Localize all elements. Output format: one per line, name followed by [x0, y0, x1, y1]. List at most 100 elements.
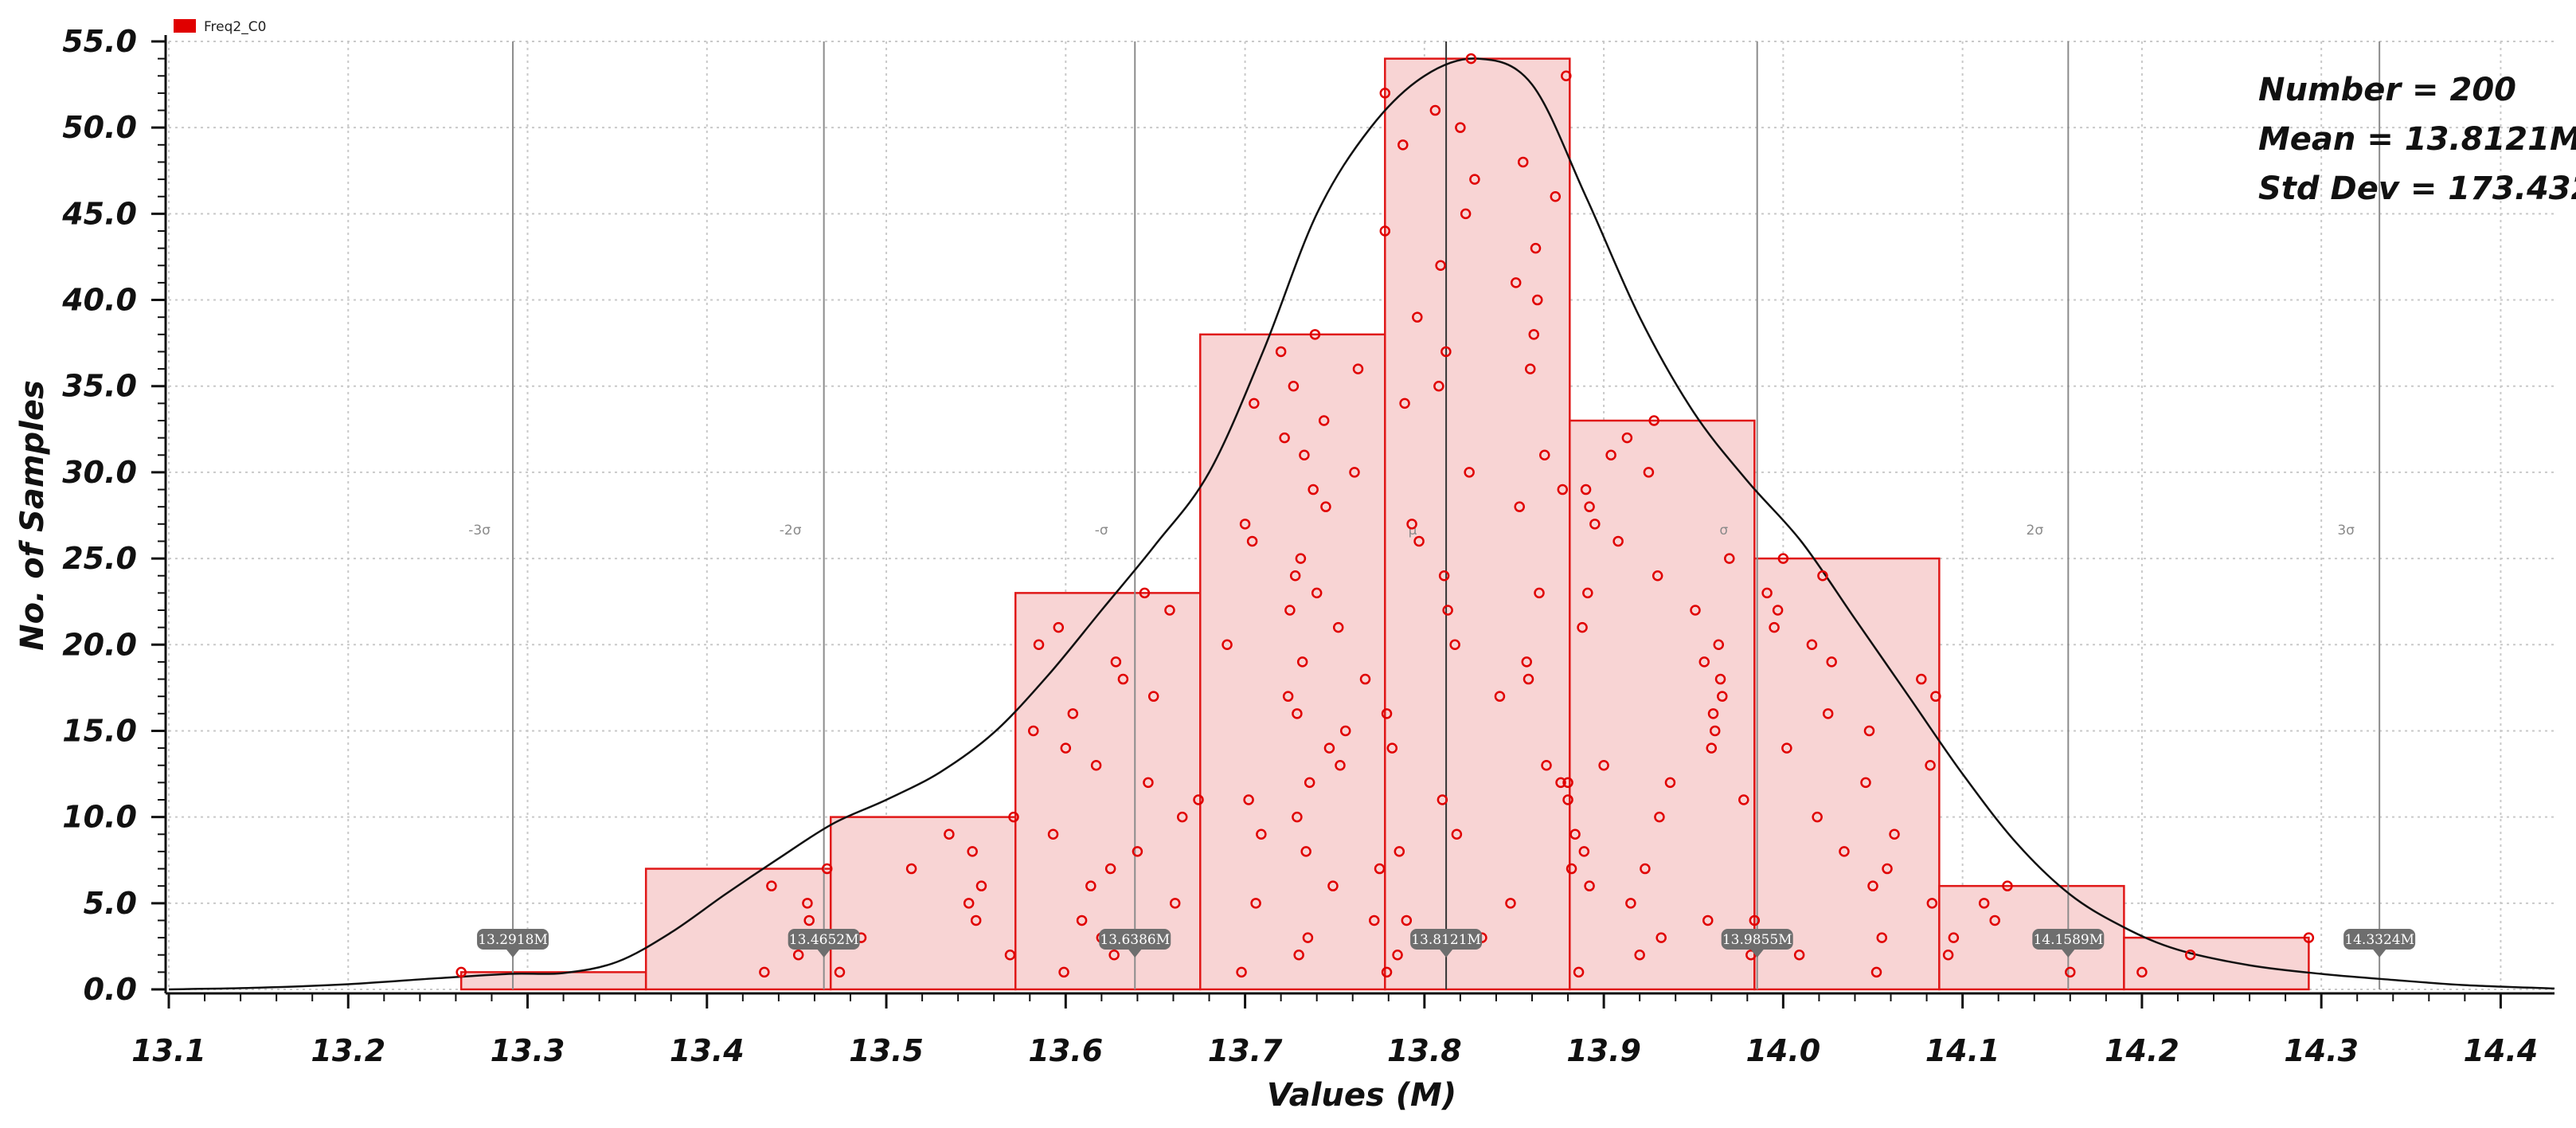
histogram-bar — [1569, 419, 1756, 991]
sample-point — [1710, 725, 1721, 737]
sample-point — [905, 863, 917, 875]
sample-point — [1521, 656, 1532, 668]
sigma-marker-pointer — [1440, 950, 1453, 958]
sample-point — [1561, 70, 1572, 82]
sample-point — [1108, 949, 1120, 961]
sample-point — [1327, 880, 1339, 891]
sample-point — [1412, 311, 1423, 323]
sample-point — [1413, 535, 1425, 547]
stats-line: Mean = 13.8121M — [2258, 121, 2576, 158]
histogram-bar — [1014, 592, 1202, 991]
sample-point — [1634, 949, 1645, 961]
sample-point — [1777, 553, 1789, 564]
sample-point — [1772, 605, 1784, 616]
sample-point — [1193, 794, 1204, 805]
sample-point — [1076, 915, 1088, 926]
legend-swatch — [174, 19, 196, 33]
sample-point — [1577, 621, 1588, 633]
sample-point — [1863, 725, 1875, 737]
sample-point — [1761, 587, 1773, 599]
x-tick-label: 14.3 — [2284, 1033, 2359, 1068]
sample-point — [1318, 415, 1330, 426]
sample-point — [2002, 880, 2013, 891]
sample-point — [2065, 966, 2076, 978]
sample-point — [1284, 605, 1296, 616]
sample-point — [1090, 759, 1102, 771]
sample-point — [1379, 225, 1391, 237]
sample-point — [1948, 932, 1960, 943]
sigma-marker: 14.1589M — [2032, 929, 2105, 958]
histogram-bar — [2123, 936, 2310, 991]
sample-point — [1876, 932, 1888, 943]
sigma-marker-bg — [2032, 929, 2105, 950]
sample-point — [1867, 880, 1878, 891]
sigma-marker-label: 13.8121M — [1411, 932, 1481, 948]
sample-point — [1442, 605, 1453, 616]
sigma-marker-bg — [788, 929, 860, 950]
x-tick-label: 14.4 — [2464, 1033, 2539, 1068]
sample-point — [1033, 639, 1045, 651]
x-tick-label: 13.6 — [1028, 1033, 1103, 1068]
sample-point — [1008, 811, 1019, 823]
sigma-label: -3σ — [468, 523, 491, 539]
sigma-marker-bg — [2343, 929, 2416, 950]
sample-point — [1292, 811, 1303, 823]
sample-point — [1839, 846, 1850, 857]
x-tick-label: 14.0 — [1745, 1033, 1820, 1068]
sample-point — [1706, 742, 1718, 754]
sample-point — [1394, 846, 1405, 857]
sample-point — [1176, 811, 1188, 823]
sample-point — [1621, 432, 1633, 444]
sample-point — [1584, 501, 1595, 512]
x-tick-label: 13.4 — [670, 1033, 745, 1068]
sample-point — [970, 915, 982, 926]
sample-point — [1386, 742, 1398, 754]
sample-point — [1465, 53, 1477, 65]
y-axis-title: No. of Samples — [14, 380, 51, 651]
sample-point — [1664, 777, 1676, 789]
sample-point — [1139, 587, 1151, 599]
sample-point — [1562, 777, 1573, 789]
sample-point — [1295, 553, 1307, 564]
sample-point — [1435, 260, 1446, 272]
sample-point — [1433, 380, 1444, 392]
sample-point — [1648, 415, 1659, 426]
sample-point — [1926, 898, 1938, 909]
sample-point — [1655, 932, 1667, 943]
sample-point — [1524, 363, 1536, 374]
y-tick-label: 0.0 — [84, 972, 137, 1007]
sample-point — [455, 966, 467, 978]
sample-point — [1582, 587, 1593, 599]
y-tick-label: 55.0 — [62, 24, 137, 59]
sample-point — [1532, 294, 1543, 306]
sample-point — [1514, 501, 1525, 512]
y-tick-label: 20.0 — [62, 627, 137, 662]
sample-point — [1550, 190, 1562, 202]
axes: 13.1 13.2 13.3 13.4 13.5 13.6 13.7 13.8 13.9 14.0… — [14, 24, 2555, 1114]
sample-point — [1517, 156, 1529, 168]
sample-point — [1339, 725, 1351, 737]
sample-point — [1889, 828, 1900, 840]
sample-point — [1451, 828, 1463, 840]
sample-point — [1296, 656, 1308, 668]
sample-point — [1523, 673, 1534, 685]
sample-point — [1282, 691, 1294, 702]
sample-point — [1053, 621, 1065, 633]
histogram-bar — [1199, 333, 1386, 991]
y-tick-label: 5.0 — [84, 886, 137, 921]
sample-point — [1822, 708, 1834, 719]
y-tick-label: 15.0 — [62, 713, 137, 748]
sample-point — [1397, 139, 1409, 151]
sigma-marker-label: 13.6386M — [1100, 932, 1170, 948]
sample-point — [1004, 949, 1016, 961]
sigma-marker-label: 13.4652M — [789, 932, 859, 948]
sigma-marker-pointer — [1750, 950, 1764, 958]
sample-point — [1640, 863, 1651, 875]
sample-point — [1724, 553, 1735, 564]
sample-point — [1147, 691, 1159, 702]
sample-point — [1460, 208, 1472, 220]
sample-point — [1300, 846, 1311, 857]
sample-point — [1308, 484, 1319, 495]
sample-point — [1311, 587, 1323, 599]
sample-point — [1289, 570, 1301, 582]
